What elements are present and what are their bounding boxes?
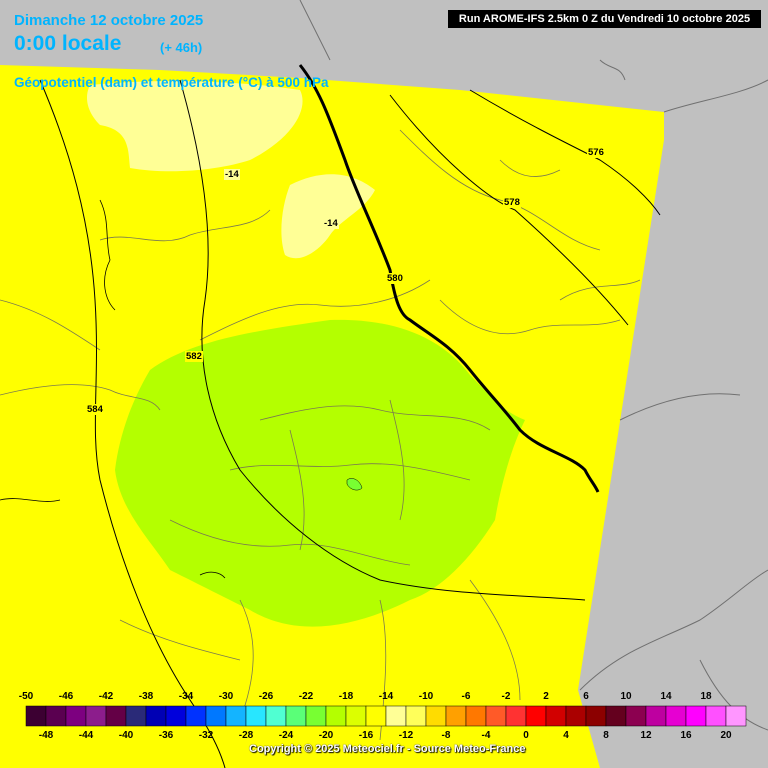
legend-swatch [385, 705, 407, 727]
legend-swatch [285, 705, 307, 727]
legend-top-label: -18 [338, 691, 354, 702]
legend-swatch [25, 705, 47, 727]
legend-swatch [345, 705, 367, 727]
legend-top-label: -14 [378, 691, 394, 702]
legend-top-label: 10 [620, 691, 632, 702]
legend-top-label: 2 [543, 691, 549, 702]
temp-zone-green [115, 319, 525, 627]
legend-bottom-label: 20 [720, 730, 732, 741]
legend-swatch [145, 705, 167, 727]
legend-bottom-label: -40 [118, 730, 134, 741]
legend-swatch [365, 705, 387, 727]
legend-swatch [445, 705, 467, 727]
geopotential-label-584: 584 [86, 404, 104, 415]
legend-swatch [505, 705, 527, 727]
legend-swatch [165, 705, 187, 727]
legend-bottom-label: 12 [640, 730, 652, 741]
legend-swatch [565, 705, 587, 727]
legend-bottom-label: 4 [563, 730, 569, 741]
legend-top-label: -34 [178, 691, 194, 702]
copyright-notice: Copyright © 2025 Meteociel.fr - Source M… [249, 743, 526, 755]
legend-top-label: -2 [501, 691, 511, 702]
legend-color-bar [25, 705, 747, 727]
legend-bottom-label: -28 [238, 730, 254, 741]
legend-top-label: -10 [418, 691, 434, 702]
legend-top-label: -30 [218, 691, 234, 702]
legend-bottom-label: 16 [680, 730, 692, 741]
temp-spot-cold [346, 478, 363, 491]
legend-swatch [65, 705, 87, 727]
temperature-label-2: -14 [323, 218, 339, 229]
forecast-time: 0:00 locale [14, 32, 122, 55]
legend-top-label: 6 [583, 691, 589, 702]
legend-bottom-label: -4 [481, 730, 491, 741]
geopotential-label-578: 578 [503, 197, 521, 208]
temp-zone-pale-2 [281, 174, 375, 259]
legend-bottom-label: -24 [278, 730, 294, 741]
map-subtitle: Géopotentiel (dam) et température (°C) à… [14, 75, 329, 90]
legend-swatch [685, 705, 707, 727]
legend-top-label: -26 [258, 691, 274, 702]
legend-top-label: 18 [700, 691, 712, 702]
legend-swatch [125, 705, 147, 727]
legend-bottom-label: -12 [398, 730, 414, 741]
legend-bottom-label: -20 [318, 730, 334, 741]
legend-swatch [185, 705, 207, 727]
legend-bottom-label: 8 [603, 730, 609, 741]
legend-top-label: -6 [461, 691, 471, 702]
coastlines [0, 199, 226, 579]
legend-swatch [325, 705, 347, 727]
legend-bottom-label: -32 [198, 730, 214, 741]
temperature-label-1: -14 [224, 169, 240, 180]
geopotential-label-582: 582 [185, 351, 203, 362]
legend-bottom-label: -48 [38, 730, 54, 741]
legend-swatch [425, 705, 447, 727]
legend-swatch [625, 705, 647, 727]
geopotential-label-576: 576 [587, 147, 605, 158]
legend-swatch [225, 705, 247, 727]
legend-swatch [545, 705, 567, 727]
legend-bottom-label: -36 [158, 730, 174, 741]
run-info-box: Run AROME-IFS 2.5km 0 Z du Vendredi 10 o… [448, 10, 761, 28]
legend-swatch [105, 705, 127, 727]
legend-top-label: -22 [298, 691, 314, 702]
forecast-date: Dimanche 12 octobre 2025 [14, 12, 204, 29]
forecast-offset: (+ 46h) [160, 40, 203, 55]
legend-swatch [605, 705, 627, 727]
geopotential-label-580: 580 [386, 273, 404, 284]
legend-top-label: 14 [660, 691, 672, 702]
legend-swatch [305, 705, 327, 727]
legend-swatch [265, 705, 287, 727]
legend-swatch [665, 705, 687, 727]
legend-swatch [725, 705, 747, 727]
legend-bottom-label: -16 [358, 730, 374, 741]
legend-swatch [485, 705, 507, 727]
temp-zone-pale-1 [87, 81, 303, 172]
legend-swatch [85, 705, 107, 727]
legend-top-label: -38 [138, 691, 154, 702]
legend-top-label: -50 [18, 691, 34, 702]
legend-top-label: -42 [98, 691, 114, 702]
legend-swatch [465, 705, 487, 727]
legend-swatch [525, 705, 547, 727]
legend-swatch [405, 705, 427, 727]
legend-swatch [645, 705, 667, 727]
legend-bottom-label: -8 [441, 730, 451, 741]
borders-inside [0, 129, 641, 741]
legend-swatch [205, 705, 227, 727]
legend-swatch [585, 705, 607, 727]
legend-swatch [705, 705, 727, 727]
legend-bottom-label: 0 [523, 730, 529, 741]
isoline-580-thick [298, 64, 600, 493]
legend-top-label: -46 [58, 691, 74, 702]
legend-bottom-label: -44 [78, 730, 94, 741]
legend-swatch [245, 705, 267, 727]
legend-swatch [45, 705, 67, 727]
